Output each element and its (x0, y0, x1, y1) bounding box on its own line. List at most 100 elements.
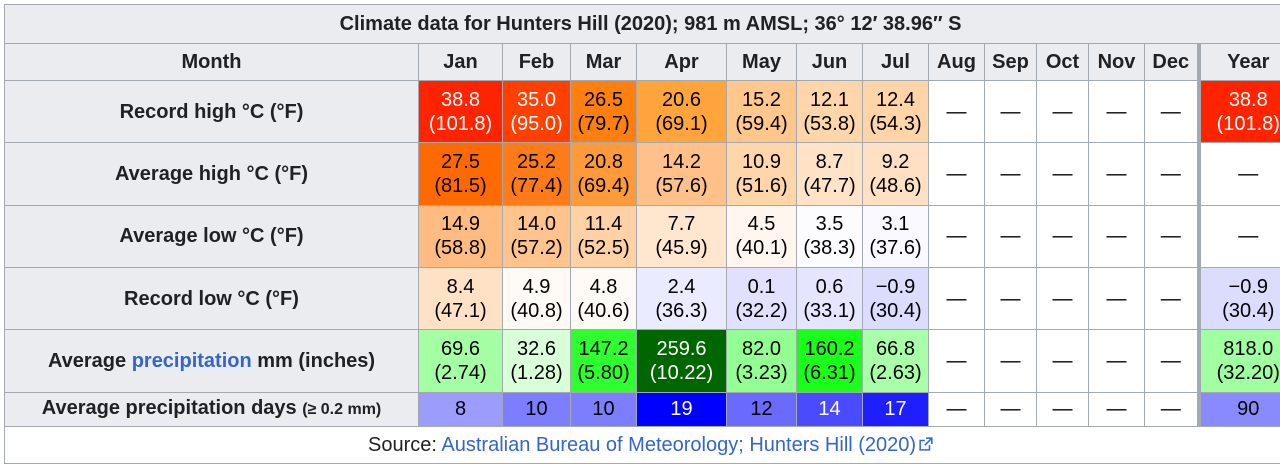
celsius-value: 14.2 (662, 150, 701, 173)
fahrenheit-value: (57.6) (655, 174, 708, 197)
value-cell: — (928, 79, 985, 144)
value-cell: 20.6 (69.1) (636, 79, 727, 144)
value-cell: — (1144, 266, 1199, 331)
fahrenheit-value: (47.1) (434, 299, 487, 322)
celsius-value: — (946, 100, 967, 123)
row-header: Record high °C (°F) (4, 79, 419, 144)
year-value-cell: — (1196, 142, 1280, 206)
month-header-feb: Feb (502, 43, 571, 81)
row-label: Average high °C (°F) (114, 162, 309, 185)
value-cell: 20.8 (69.4) (570, 142, 637, 206)
source-link[interactable]: Australian Bureau of Meteorology; Hunter… (441, 433, 917, 456)
value-cell: 15.2 (59.4) (726, 79, 797, 144)
value-cell: — (1144, 142, 1199, 206)
celsius-value: — (1000, 162, 1021, 185)
fahrenheit-value: (38.3) (803, 237, 856, 260)
celsius-value: 4.9 (522, 275, 551, 298)
celsius-value: — (1052, 349, 1073, 372)
value-cell: — (1088, 329, 1145, 393)
value-cell: 3.1 (37.6) (862, 204, 929, 268)
year-value-cell: 90 (1196, 391, 1280, 428)
celsius-value: 17 (884, 398, 907, 421)
value-cell: 11.4 (52.5) (570, 204, 637, 268)
celsius-value: — (1052, 225, 1073, 248)
fahrenheit-value: (40.6) (577, 299, 630, 322)
table-row: Average low °C (°F) 14.9 (58.8) 14.0 (57.2) 1… (4, 204, 1280, 268)
value-cell: — (984, 329, 1037, 393)
celsius-value: — (1052, 398, 1073, 421)
climate-rows: Record high °C (°F) 38.8 (101.8) 35.0 (95.0)… (4, 79, 1280, 428)
table-row: Average precipitation mm (inches) 69.6 (2.… (4, 329, 1280, 393)
month-header-dec: Dec (1144, 43, 1199, 81)
value-cell: — (928, 266, 985, 331)
row-header: Average low °C (°F) (4, 204, 419, 268)
celsius-value: 160.2 (804, 337, 855, 360)
fahrenheit-value: (40.8) (510, 299, 563, 322)
celsius-value: — (946, 398, 967, 421)
fahrenheit-value: (5.80) (577, 361, 630, 384)
month-header-may: May (726, 43, 797, 81)
value-cell: — (984, 266, 1037, 331)
value-cell: 26.5 (79.7) (570, 79, 637, 144)
value-cell: — (984, 204, 1037, 268)
value-cell: 82.0 (3.23) (726, 329, 797, 393)
value-cell: 14 (796, 391, 863, 428)
fahrenheit-value: (40.1) (735, 237, 788, 260)
celsius-value: 3.5 (815, 213, 844, 236)
celsius-value: 8.4 (446, 275, 475, 298)
fahrenheit-value: (45.9) (655, 237, 708, 260)
celsius-value: 12 (750, 398, 773, 421)
year-value-cell: — (1196, 204, 1280, 268)
value-cell: 3.5 (38.3) (796, 204, 863, 268)
celsius-value: — (1160, 100, 1181, 123)
celsius-value: 4.8 (589, 275, 618, 298)
fahrenheit-value: (48.6) (869, 174, 922, 197)
month-header-jun: Jun (796, 43, 863, 81)
celsius-value: — (1052, 162, 1073, 185)
fahrenheit-value: (59.4) (735, 112, 788, 135)
external-link-icon[interactable] (919, 433, 933, 457)
year-value-cell: −0.9 (30.4) (1196, 266, 1280, 331)
fahrenheit-value: (32.2) (735, 299, 788, 322)
celsius-value: 10 (525, 398, 548, 421)
celsius-value: 12.1 (810, 88, 849, 111)
celsius-value: 11.4 (584, 213, 623, 236)
celsius-value: 25.2 (517, 150, 556, 173)
celsius-value: — (1106, 225, 1127, 248)
celsius-value: 20.8 (584, 150, 623, 173)
celsius-value: 90 (1237, 398, 1260, 421)
value-cell: 12.4 (54.3) (862, 79, 929, 144)
value-cell: 12.1 (53.8) (796, 79, 863, 144)
month-header-oct: Oct (1036, 43, 1089, 81)
value-cell: 0.6 (33.1) (796, 266, 863, 331)
month-header-mar: Mar (570, 43, 637, 81)
celsius-value: — (1160, 349, 1181, 372)
value-cell: 35.0 (95.0) (502, 79, 571, 144)
value-cell: 8.7 (47.7) (796, 142, 863, 206)
value-cell: — (1036, 329, 1089, 393)
row-header: Average precipitation days (≥ 0.2 mm) (4, 391, 419, 428)
value-cell: 2.4 (36.3) (636, 266, 727, 331)
celsius-value: — (946, 287, 967, 310)
value-cell: 4.8 (40.6) (570, 266, 637, 331)
celsius-value: 14 (818, 398, 841, 421)
value-cell: — (1088, 391, 1145, 428)
fahrenheit-value: (3.23) (735, 361, 788, 384)
precipitation-link[interactable]: precipitation (131, 349, 252, 372)
value-cell: 8 (418, 391, 503, 428)
value-cell: — (1144, 204, 1199, 268)
value-cell: — (1036, 142, 1089, 206)
value-cell: — (1144, 391, 1199, 428)
source-label: Source: (368, 433, 442, 456)
celsius-value: 15.2 (742, 88, 781, 111)
celsius-value: — (1052, 287, 1073, 310)
row-label: Average precipitation days (41, 397, 303, 420)
month-column-header: Month (4, 43, 419, 81)
celsius-value: −0.9 (875, 275, 916, 298)
celsius-value: — (946, 162, 967, 185)
celsius-value: 19 (670, 398, 693, 421)
celsius-value: — (946, 349, 967, 372)
celsius-value: 82.0 (742, 337, 781, 360)
fahrenheit-value: (37.6) (869, 237, 922, 260)
value-cell: 32.6 (1.28) (502, 329, 571, 393)
